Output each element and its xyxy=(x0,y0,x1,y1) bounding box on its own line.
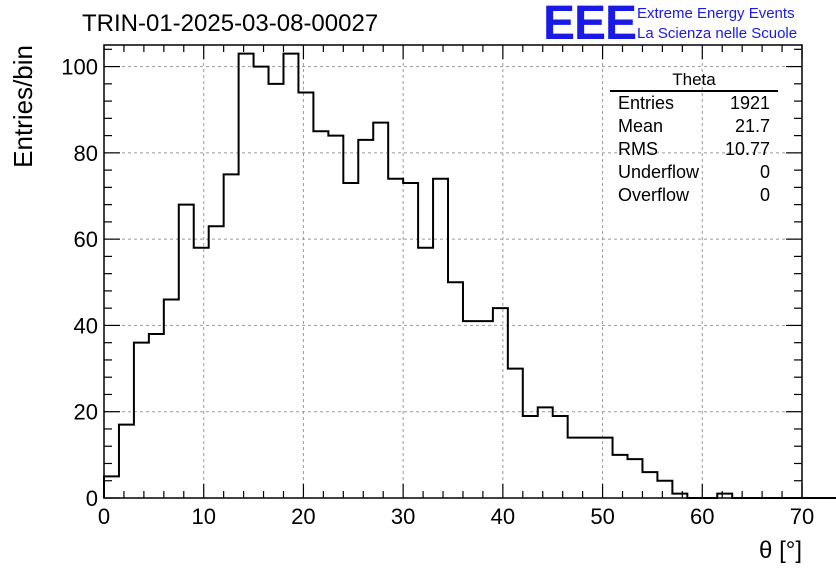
stats-label: RMS xyxy=(618,139,658,159)
y-tick-label: 80 xyxy=(74,141,98,166)
y-tick-label: 100 xyxy=(61,55,98,80)
stats-label: Overflow xyxy=(618,185,690,205)
x-tick-label: 30 xyxy=(391,504,415,529)
x-tick-label: 10 xyxy=(191,504,215,529)
stats-box: Theta Entries 1921 Mean 21.7 RMS 10.77 U… xyxy=(610,71,778,207)
stats-row-underflow: Underflow 0 xyxy=(610,161,778,184)
y-tick-label: 20 xyxy=(74,400,98,425)
plot-frame xyxy=(103,44,803,499)
logo-subtitle-2: La Scienza nelle Scuole xyxy=(637,25,798,42)
x-tick-label: 40 xyxy=(491,504,515,529)
y-tick-label: 40 xyxy=(74,313,98,338)
stats-title: Theta xyxy=(610,71,778,92)
stats-row-overflow: Overflow 0 xyxy=(610,184,778,207)
eee-logo: EEE xyxy=(543,0,637,50)
stats-label: Mean xyxy=(618,116,664,136)
stats-row-mean: Mean 21.7 xyxy=(610,115,778,138)
stats-label: Underflow xyxy=(618,162,700,182)
x-tick-label: 20 xyxy=(291,504,315,529)
histogram-series xyxy=(103,52,836,499)
x-tick-label: 70 xyxy=(790,504,814,529)
x-tick-label: 50 xyxy=(590,504,614,529)
stats-value: 1921 xyxy=(729,93,770,113)
stats-row-rms: RMS 10.77 xyxy=(610,138,778,161)
chart-title: TRIN-01-2025-03-08-00027 xyxy=(82,10,379,37)
stats-value: 21.7 xyxy=(734,116,770,136)
stats-value: 0 xyxy=(759,185,770,205)
x-tick-label: 0 xyxy=(98,504,110,529)
y-tick-label: 0 xyxy=(86,486,98,511)
logo-subtitle-1: Extreme Energy Events xyxy=(637,5,795,22)
stats-value: 10.77 xyxy=(724,139,770,159)
y-axis-label: Entries/bin xyxy=(8,45,38,168)
x-axis-label: θ [°] xyxy=(759,537,802,564)
x-tick-label: 60 xyxy=(690,504,714,529)
stats-value: 0 xyxy=(759,162,770,182)
y-tick-label: 60 xyxy=(74,227,98,252)
stats-label: Entries xyxy=(618,93,675,113)
stats-row-entries: Entries 1921 xyxy=(610,92,778,115)
